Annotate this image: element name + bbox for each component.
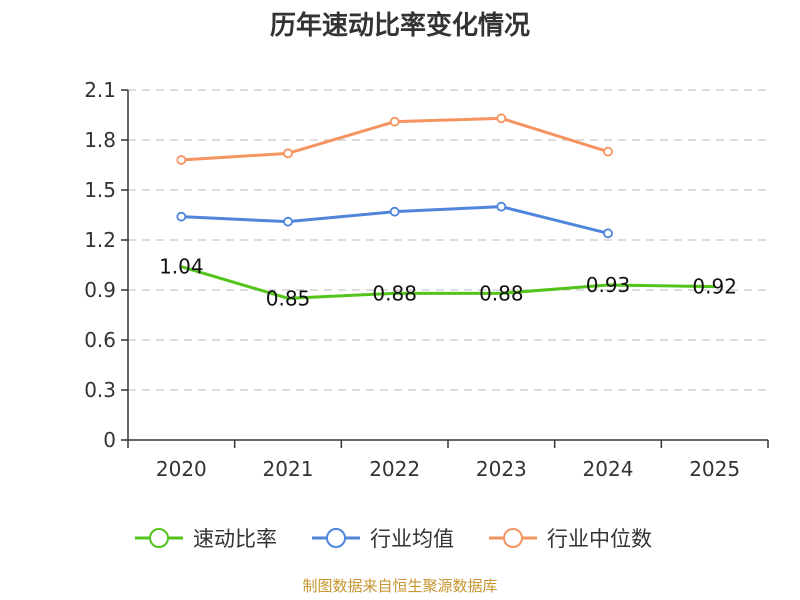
legend-marker [149, 528, 169, 548]
chart-title: 历年速动比率变化情况 [270, 10, 530, 41]
data-label: 0.93 [586, 273, 631, 297]
data-label: 0.88 [372, 281, 417, 305]
data-point [496, 113, 507, 124]
data-point [176, 211, 187, 222]
data-label: 0.88 [479, 281, 524, 305]
legend: 速动比率 行业均值 行业中位数 [135, 527, 652, 551]
x-tick-labels: 2020 2021 2022 2023 2024 2025 [156, 457, 740, 481]
series-line-0 [180, 265, 715, 300]
x-tick-label: 2024 [583, 457, 634, 481]
series-group [176, 113, 715, 300]
y-tick-label: 1.5 [84, 178, 116, 202]
data-label: 0.85 [266, 286, 311, 310]
data-point [496, 201, 507, 212]
x-tick-label: 2025 [689, 457, 740, 481]
data-label: 0.92 [692, 275, 737, 299]
data-point [283, 216, 293, 227]
y-tick-label: 2.1 [84, 78, 116, 102]
legend-label: 行业中位数 [547, 527, 652, 551]
data-point [603, 146, 613, 157]
y-tick-label: 0 [103, 428, 116, 452]
axes [121, 89, 769, 448]
legend-label: 行业均值 [370, 527, 454, 551]
data-labels: 1.04 0.85 0.88 0.88 0.93 0.92 [159, 255, 737, 311]
data-label: 1.04 [159, 255, 204, 279]
x-tick-label: 2020 [156, 457, 207, 481]
y-tick-labels: 0 0.3 0.6 0.9 1.2 1.5 1.8 2.1 [84, 78, 116, 452]
data-point [176, 155, 187, 165]
y-tick-label: 0.6 [84, 328, 116, 352]
legend-marker [326, 528, 346, 548]
grid-lines [128, 89, 768, 391]
y-tick-label: 0.9 [84, 278, 116, 302]
data-point [283, 148, 293, 159]
data-point [603, 228, 613, 239]
y-tick-label: 1.8 [84, 128, 116, 152]
data-point [389, 206, 400, 217]
x-tick-label: 2022 [369, 457, 420, 481]
y-tick-label: 1.2 [84, 228, 116, 252]
legend-marker [503, 528, 523, 548]
x-tick-label: 2023 [476, 457, 527, 481]
data-point [389, 116, 400, 127]
y-tick-label: 0.3 [84, 378, 116, 402]
source-note: 制图数据来自恒生聚源数据库 [302, 577, 497, 595]
x-tick-label: 2021 [263, 457, 314, 481]
legend-label: 速动比率 [193, 527, 277, 551]
